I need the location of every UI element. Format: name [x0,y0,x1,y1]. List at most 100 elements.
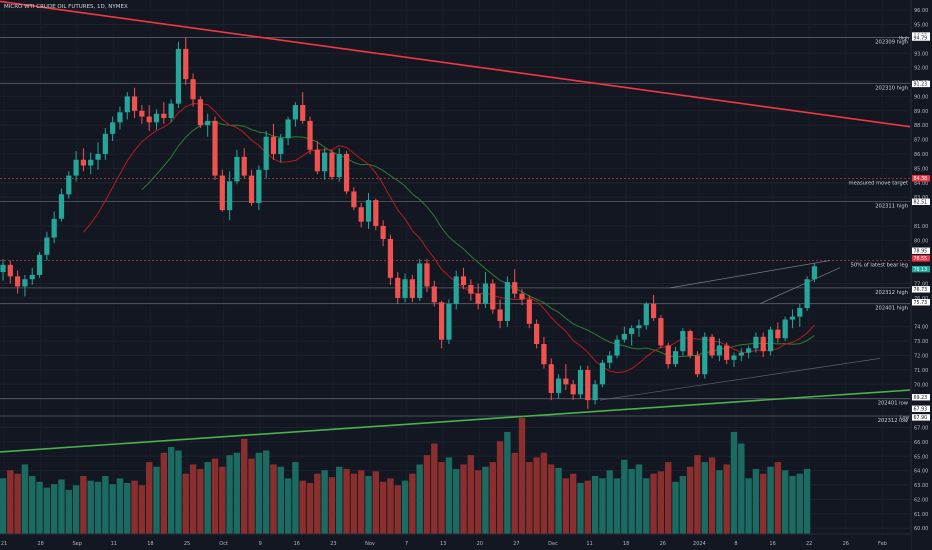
candle[interactable] [183,37,189,85]
candle[interactable] [22,274,28,297]
candle[interactable] [351,187,357,211]
candle[interactable] [570,379,576,401]
candle[interactable] [365,192,372,229]
candle[interactable] [270,123,277,160]
candle[interactable] [621,326,627,343]
candle[interactable] [548,358,554,401]
candle[interactable] [607,351,613,369]
candle[interactable] [139,105,145,124]
candle[interactable] [190,73,196,107]
candle[interactable] [124,92,130,120]
candle[interactable] [599,359,606,388]
candle[interactable] [702,332,708,379]
candle[interactable] [453,270,459,310]
candle[interactable] [256,165,262,211]
candle[interactable] [760,332,766,357]
candle[interactable] [746,345,752,359]
candle[interactable] [804,276,810,311]
candle[interactable] [555,374,562,399]
candle[interactable] [212,116,218,180]
candle[interactable] [431,280,437,307]
candle[interactable] [285,116,291,146]
candle[interactable] [248,169,255,206]
candle[interactable] [153,109,160,130]
candle[interactable] [636,319,642,337]
candle[interactable] [782,316,788,342]
candle[interactable] [775,322,781,343]
candle[interactable] [292,102,298,127]
candle[interactable] [336,148,342,182]
candle[interactable] [731,352,737,368]
candle[interactable] [526,295,532,329]
candle[interactable] [234,149,240,185]
candle[interactable] [592,379,598,405]
candle[interactable] [577,365,584,399]
candle[interactable] [402,273,408,303]
candle[interactable] [73,151,79,182]
candle[interactable] [395,272,401,304]
candle[interactable] [497,299,503,329]
candle[interactable] [205,113,211,137]
candle[interactable] [44,231,50,261]
candle[interactable] [797,303,803,327]
time-axis[interactable]: 21 28 Sep 11 18 25 Oct 9 16 23 Nov 7 13 20 27 Dec 11 18 26… [0,533,911,550]
candle[interactable] [460,267,467,290]
candle[interactable] [197,96,203,129]
candle[interactable] [519,289,525,306]
candle[interactable] [629,325,635,346]
candle[interactable] [373,198,379,231]
candle[interactable] [475,283,481,310]
candle[interactable] [263,130,269,179]
candle[interactable] [716,338,722,362]
candle-series[interactable] [0,37,818,409]
candle[interactable] [709,333,715,359]
candle[interactable] [687,329,693,359]
candle[interactable] [322,148,328,180]
candle[interactable] [409,274,415,303]
candle[interactable] [789,309,796,329]
candle[interactable] [278,133,284,163]
candle[interactable] [219,169,225,212]
candle[interactable] [227,171,233,221]
candle[interactable] [482,272,489,309]
candle[interactable] [168,99,174,123]
candle[interactable] [29,267,35,285]
candle[interactable] [131,87,138,119]
candle[interactable] [424,259,430,293]
candle[interactable] [724,342,730,365]
candle[interactable] [102,128,108,160]
candle[interactable] [300,92,306,124]
candle[interactable] [241,148,247,179]
candle[interactable] [51,211,57,244]
candle[interactable] [117,106,123,130]
candle[interactable] [512,269,518,298]
candle[interactable] [88,152,94,175]
candle[interactable] [95,142,101,170]
candle[interactable] [468,279,474,301]
candle[interactable] [161,102,167,124]
candle[interactable] [680,328,686,356]
candle[interactable] [753,332,759,353]
candle[interactable] [380,220,386,247]
candle[interactable] [36,251,43,278]
candle[interactable] [650,295,657,321]
candle[interactable] [146,105,152,131]
candle[interactable] [614,335,620,359]
candle[interactable] [15,270,21,294]
candle[interactable] [307,116,313,155]
candle[interactable] [811,263,818,283]
candle[interactable] [672,346,679,368]
candle[interactable] [738,348,744,362]
candle[interactable] [541,336,547,369]
candle[interactable] [694,351,701,378]
candle[interactable] [7,260,13,284]
candle[interactable] [504,276,510,327]
candle[interactable] [563,364,569,391]
candle[interactable] [387,234,394,285]
candle[interactable] [329,149,335,180]
candle[interactable] [343,151,350,195]
candle[interactable] [417,259,423,301]
candle[interactable] [358,202,364,228]
candle[interactable] [490,279,496,314]
candle[interactable] [643,302,649,330]
